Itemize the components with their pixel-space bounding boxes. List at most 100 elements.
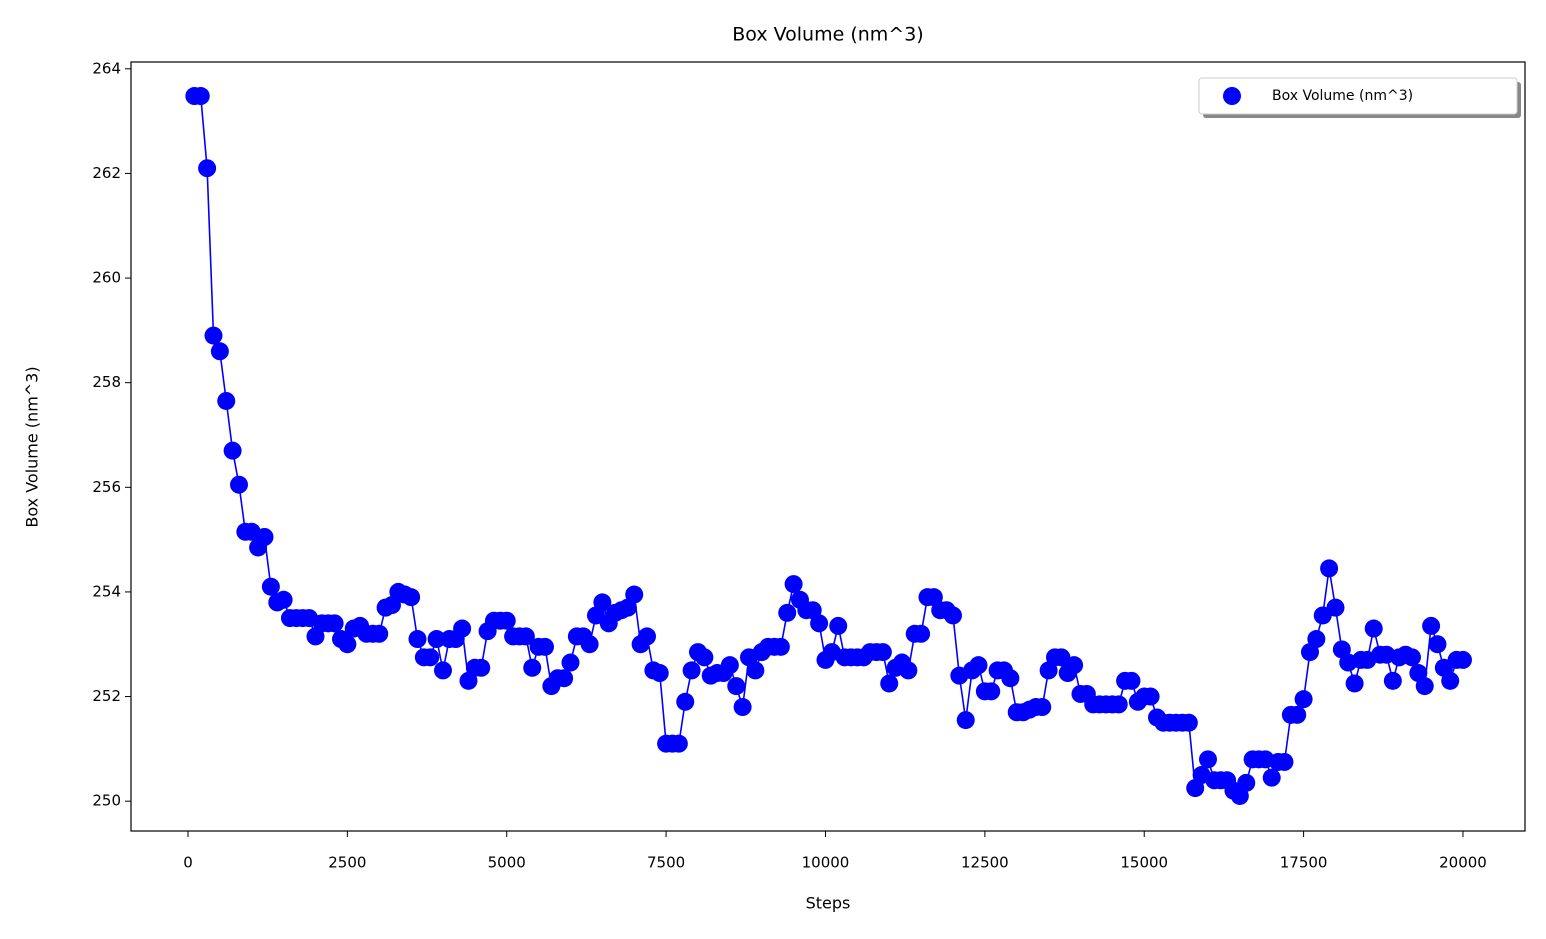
data-point — [1307, 630, 1326, 649]
legend: Box Volume (nm^3) — [1198, 77, 1521, 118]
data-point — [650, 664, 669, 683]
x-tick-label: 17500 — [1280, 854, 1328, 872]
data-point — [402, 588, 421, 607]
data-point — [1179, 713, 1198, 732]
data-point — [497, 611, 516, 630]
data-point — [771, 637, 790, 656]
data-point — [421, 648, 440, 667]
data-point — [523, 658, 542, 677]
data-point — [580, 635, 599, 654]
data-point — [1275, 752, 1294, 771]
data-point — [982, 682, 1001, 701]
data-point — [746, 661, 765, 680]
data-point — [1402, 648, 1421, 667]
data-point — [1001, 669, 1020, 688]
data-point — [229, 475, 248, 494]
x-tick-label: 10000 — [802, 854, 850, 872]
data-point — [1122, 671, 1141, 690]
data-point — [472, 658, 491, 677]
data-point — [1237, 773, 1256, 792]
data-point — [325, 614, 344, 633]
data-point — [810, 614, 829, 633]
chart-title: Box Volume (nm^3) — [732, 24, 923, 46]
y-tick-label: 258 — [92, 373, 121, 391]
data-point — [338, 635, 357, 654]
data-point — [943, 606, 962, 625]
data-point — [956, 711, 975, 730]
data-point — [261, 577, 280, 596]
data-point — [720, 656, 739, 675]
data-point — [1262, 768, 1281, 787]
data-point — [682, 661, 701, 680]
x-tick-label: 20000 — [1439, 854, 1487, 872]
data-point — [695, 648, 714, 667]
data-point — [1288, 705, 1307, 724]
data-point — [408, 630, 427, 649]
data-point — [1453, 650, 1472, 669]
y-tick-label: 260 — [92, 269, 121, 287]
legend-label: Box Volume (nm^3) — [1272, 88, 1413, 104]
data-point — [1422, 616, 1441, 635]
data-point — [204, 326, 223, 345]
data-point — [1320, 559, 1339, 578]
x-tick-label: 0 — [183, 854, 193, 872]
y-tick-label: 264 — [92, 59, 121, 77]
data-point — [535, 637, 554, 656]
data-point — [733, 698, 752, 717]
data-point — [370, 624, 389, 643]
x-tick-label: 15000 — [1120, 854, 1168, 872]
data-point — [899, 661, 918, 680]
data-point — [784, 575, 803, 594]
data-point — [198, 159, 217, 178]
data-point — [255, 528, 274, 547]
data-point — [453, 619, 472, 638]
data-point — [433, 661, 452, 680]
data-point — [880, 674, 899, 693]
data-point — [593, 593, 612, 612]
y-tick-label: 252 — [92, 687, 121, 705]
x-tick-label: 2500 — [328, 854, 366, 872]
x-tick-label: 7500 — [647, 854, 685, 872]
x-tick-label: 5000 — [488, 854, 526, 872]
data-point — [217, 391, 236, 410]
data-point — [669, 734, 688, 753]
data-point — [873, 643, 892, 662]
data-point — [1345, 674, 1364, 693]
data-point — [778, 603, 797, 622]
data-point — [727, 677, 746, 696]
x-tick-label: 12500 — [961, 854, 1009, 872]
data-point — [1415, 677, 1434, 696]
x-axis-label: Steps — [806, 894, 851, 913]
y-tick-label: 250 — [92, 792, 121, 810]
data-point — [1428, 635, 1447, 654]
data-point — [1294, 690, 1313, 709]
data-point — [223, 441, 242, 460]
y-tick-label: 254 — [92, 582, 121, 600]
data-point — [1326, 598, 1345, 617]
data-point — [912, 624, 931, 643]
data-point — [1109, 695, 1128, 714]
data-point — [1198, 750, 1217, 769]
plot-frame — [130, 61, 1526, 832]
data-point — [516, 627, 535, 646]
data-point — [561, 653, 580, 672]
y-axis-label: Box Volume (nm^3) — [23, 366, 42, 527]
data-point — [1364, 619, 1383, 638]
legend-marker — [1223, 87, 1241, 105]
y-tick-label: 262 — [92, 164, 121, 182]
data-point — [210, 342, 229, 361]
y-tick-label: 256 — [92, 478, 121, 496]
data-point — [274, 590, 293, 609]
legend-box — [1198, 77, 1518, 115]
data-point — [427, 630, 446, 649]
data-point — [1065, 656, 1084, 675]
data-point — [191, 87, 210, 106]
data-point — [637, 627, 656, 646]
data-point — [555, 669, 574, 688]
data-point — [676, 692, 695, 711]
data-point — [829, 616, 848, 635]
data-point — [969, 656, 988, 675]
data-point — [1033, 698, 1052, 717]
data-point — [1383, 671, 1402, 690]
